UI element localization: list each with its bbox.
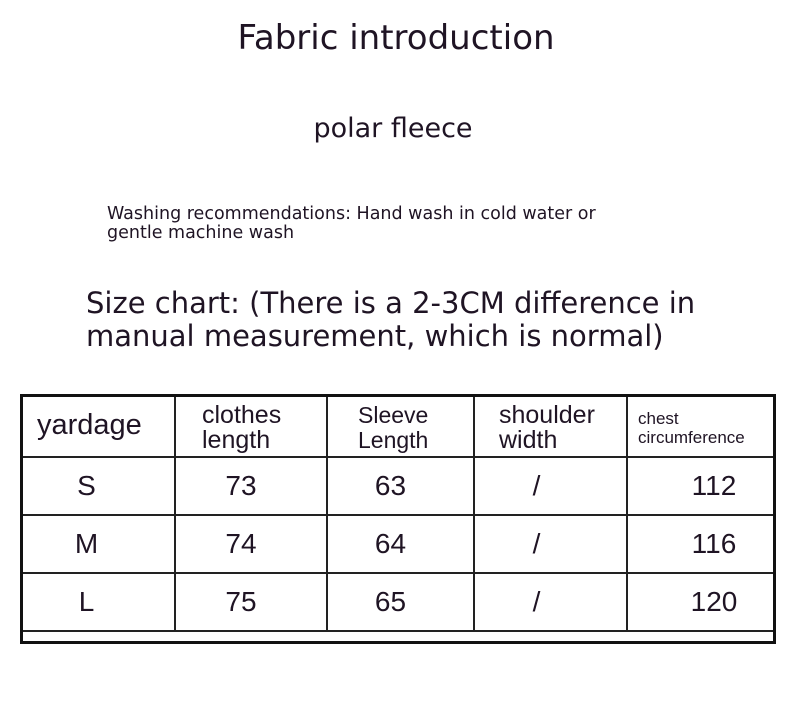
table-cell: 74 <box>176 516 328 572</box>
table-cell: S <box>23 458 176 514</box>
page-title: Fabric introduction <box>237 18 555 58</box>
header-clothes-length: clothes length <box>176 397 328 456</box>
header-sleeve-length: Sleeve Length <box>328 397 475 456</box>
table-cell: L <box>23 574 176 630</box>
table-cell: 112 <box>691 470 737 501</box>
table-cell: M <box>23 516 176 572</box>
header-chest-circumference: chest circumference <box>638 409 745 447</box>
table-blank-row <box>23 632 773 642</box>
table-cell: 65 <box>328 574 475 630</box>
header-yardage: yardage <box>23 397 176 456</box>
table-row: S 73 63/ 112 <box>23 458 773 516</box>
table-row: M 74 64/ 116 <box>23 516 773 574</box>
table-cell: / <box>475 516 628 572</box>
size-chart-note: Size chart: (There is a 2-3CM difference… <box>86 286 696 353</box>
header-shoulder-width: shoulder width <box>475 397 628 456</box>
table-cell: / <box>475 458 628 514</box>
table-cell: 75 <box>176 574 328 630</box>
table-row: L 75 65/ 120 <box>23 574 773 632</box>
table-cell: 73 <box>176 458 328 514</box>
washing-recommendations: Washing recommendations: Hand wash in co… <box>107 204 596 243</box>
table-cell: 63 <box>328 458 475 514</box>
table-header-row: yardage clothes length Sleeve Length sho… <box>23 397 773 458</box>
fabric-name: polar fleece <box>313 113 473 144</box>
table-cell: 116 <box>691 528 737 559</box>
table-cell: 120 <box>690 586 738 617</box>
table-cell: / <box>475 574 628 630</box>
size-table: yardage clothes length Sleeve Length sho… <box>20 394 776 644</box>
table-cell: 64 <box>328 516 475 572</box>
